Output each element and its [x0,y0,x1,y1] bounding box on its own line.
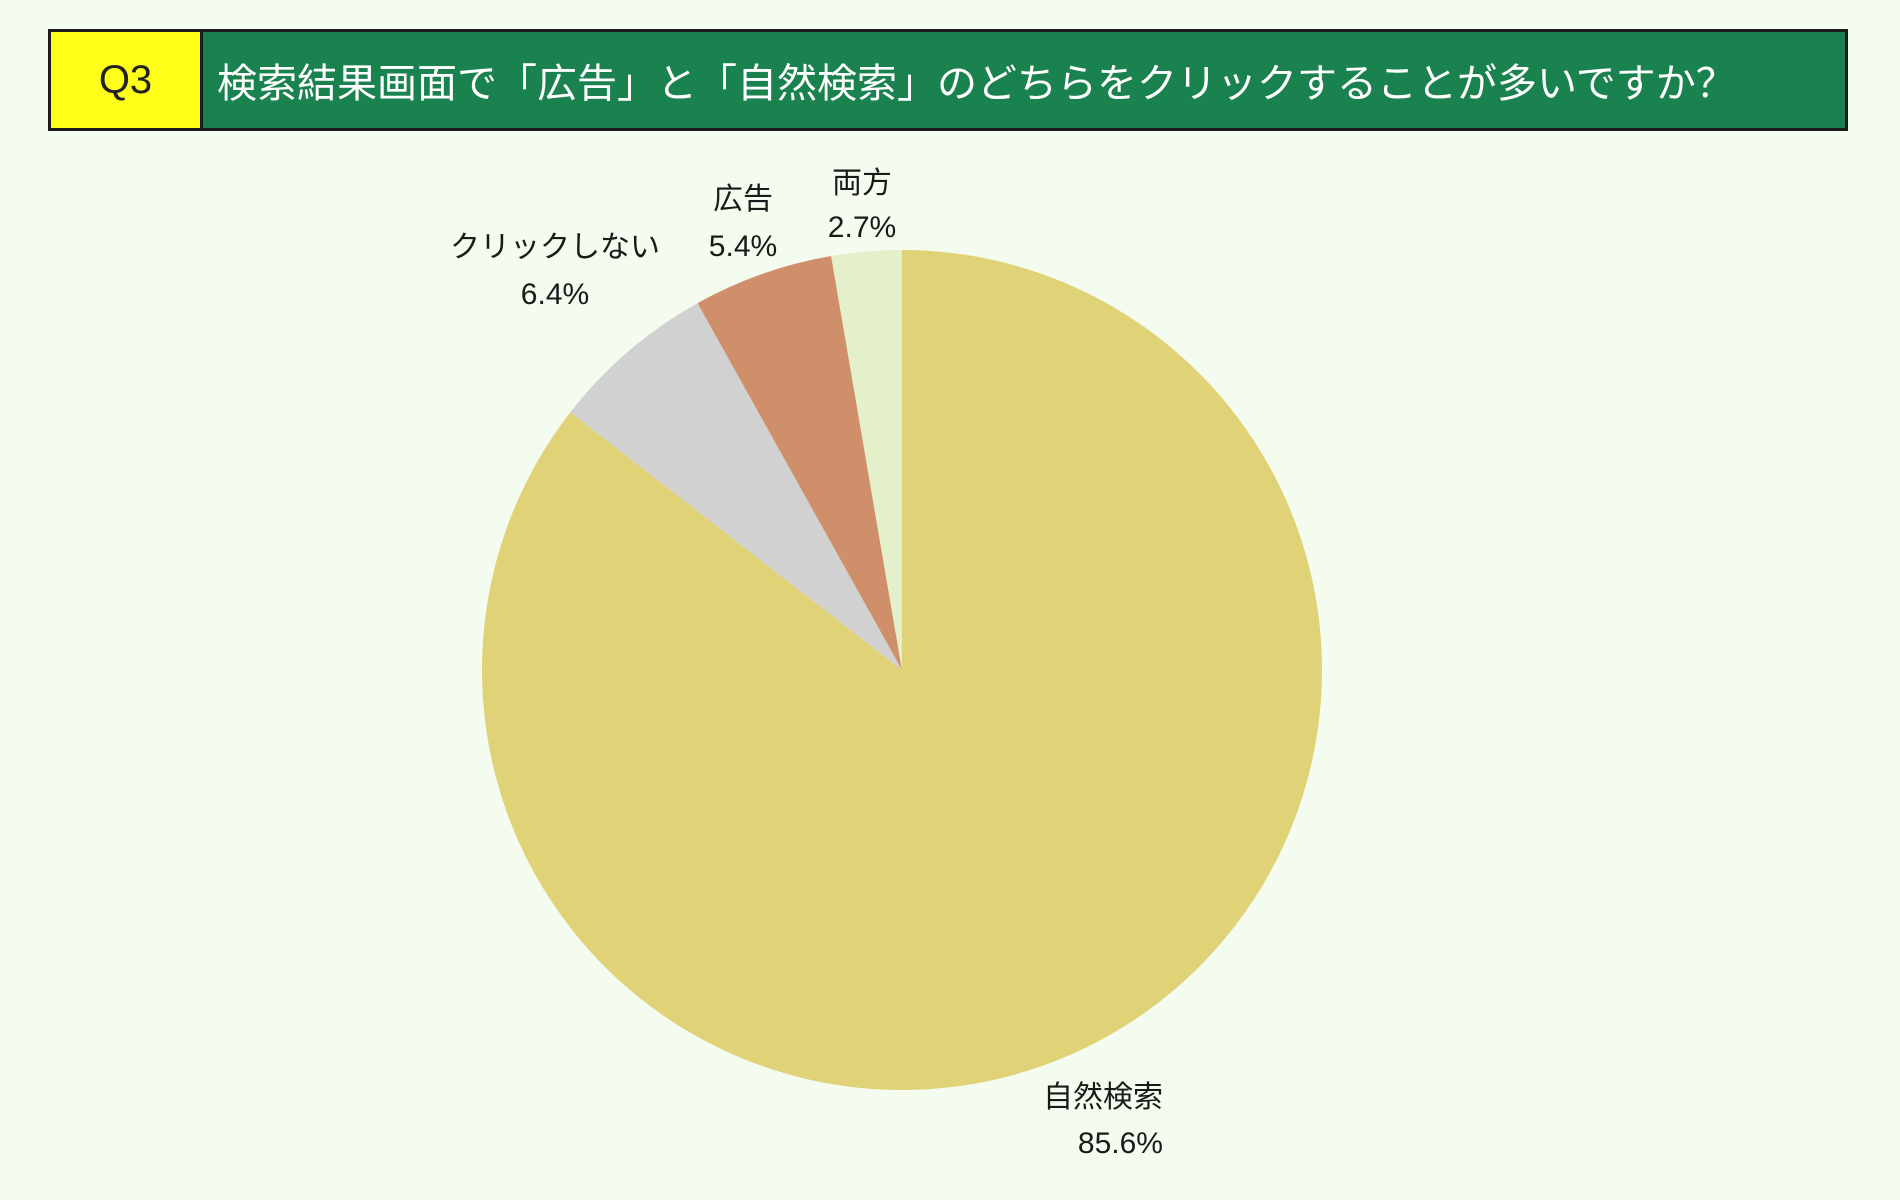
pie-slice [697,256,902,670]
slice-value-label: 5.4% [709,230,777,263]
pie-labels: 自然検索 85.6% クリックしない 6.4% 広告 5.4% 両方 2.7% [450,166,1163,1160]
question-title: 検索結果画面で「広告」と「自然検索」のどちらをクリックすることが多いですか？ [217,61,1736,107]
question-number: Q3 [51,32,203,128]
pie-slice [831,250,902,670]
slice-label: 自然検索 [1043,1080,1163,1115]
slice-value-label: 2.7% [828,211,896,244]
pie-slice [482,250,1323,1091]
pie-slices [482,250,1323,1091]
slice-label: 両方 [832,166,892,201]
pie-slice [570,303,902,670]
slice-value-label: 85.6% [1078,1127,1163,1160]
slice-label: クリックしない [450,230,660,265]
question-header: Q3 検索結果画面で「広告」と「自然検索」のどちらをクリックすることが多いですか… [48,29,1848,131]
slice-label: 広告 [713,182,773,217]
slice-value-label: 6.4% [521,278,589,311]
